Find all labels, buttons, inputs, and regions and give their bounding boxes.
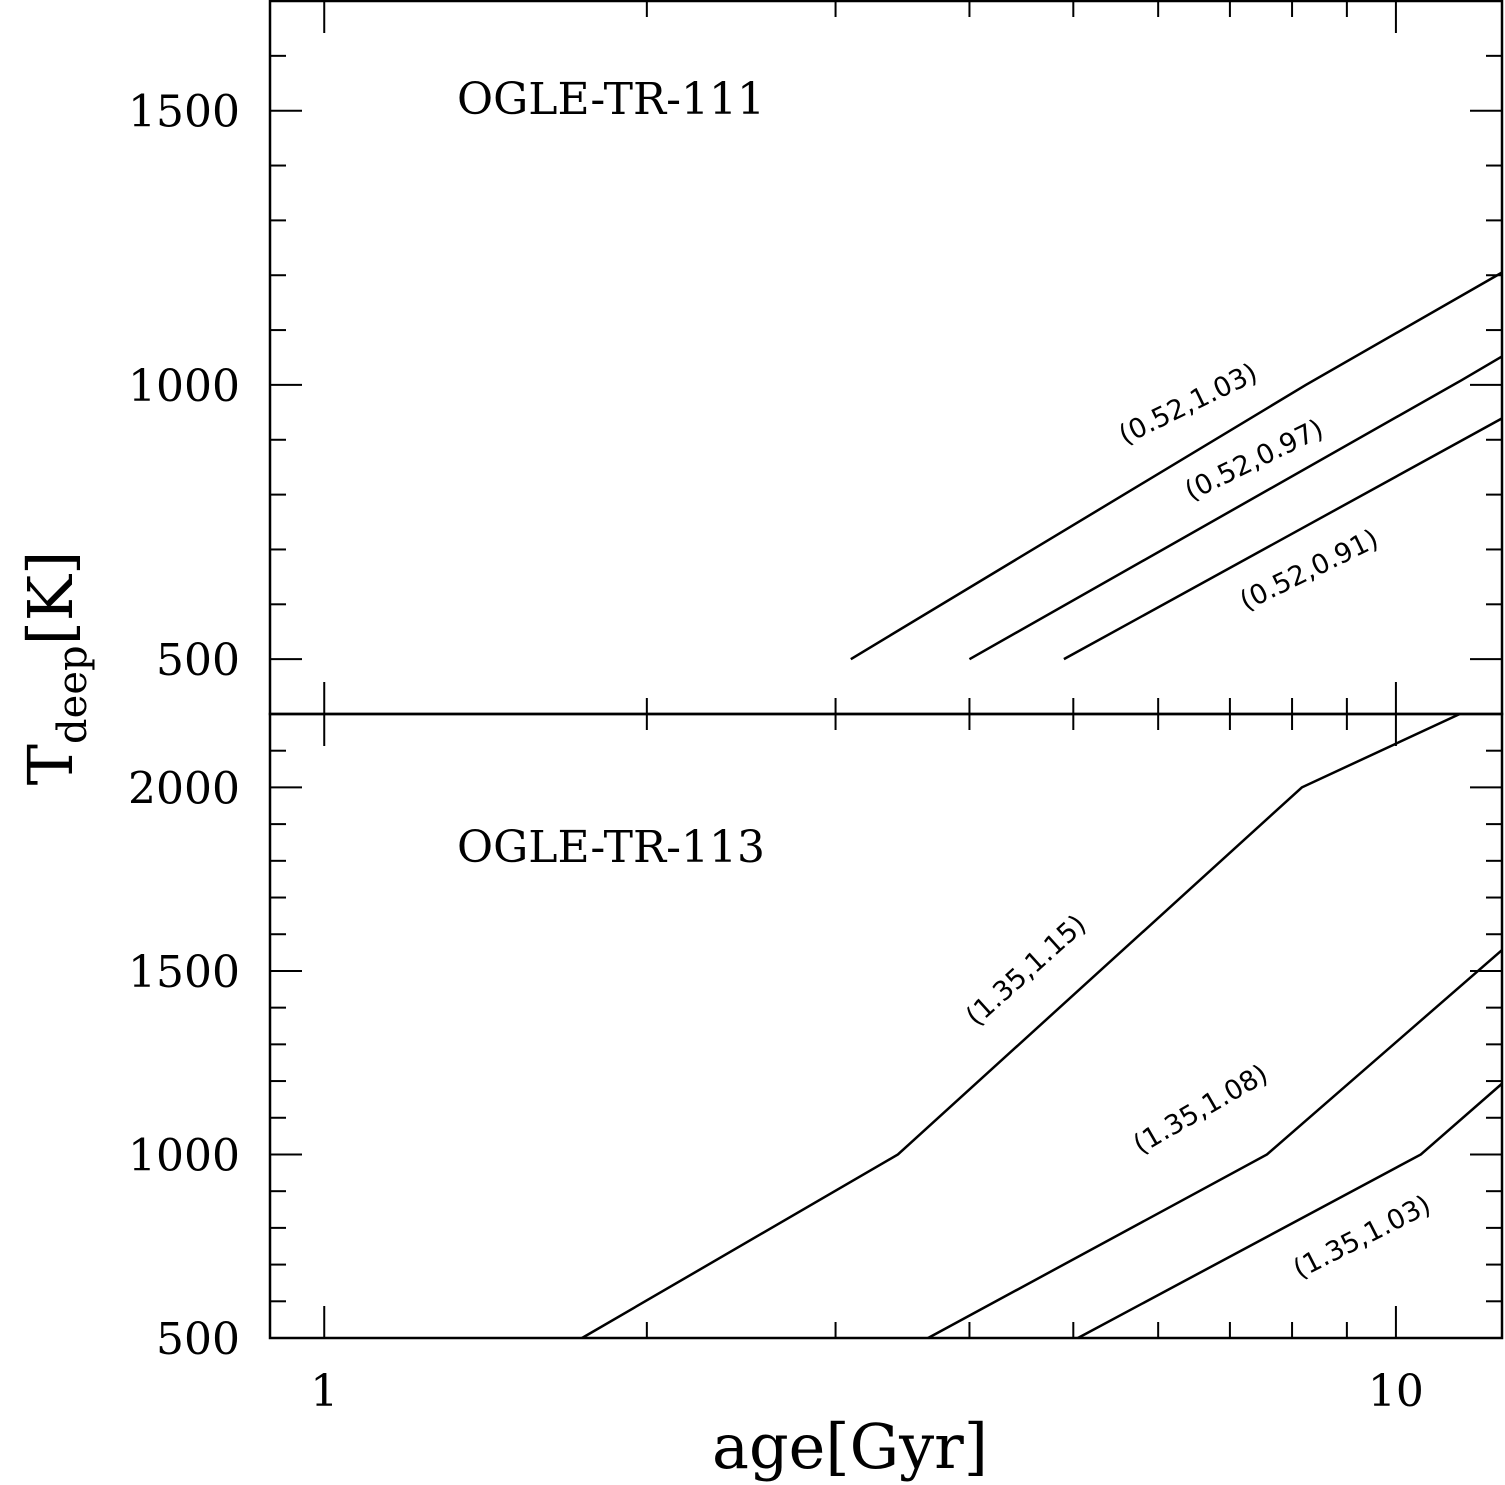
- y-axis-label: Tdeep[K]: [14, 551, 96, 786]
- panel-title: OGLE-TR-111: [457, 74, 765, 125]
- panel-frame: [268, 712, 1504, 1340]
- y-tick-label: 1500: [128, 87, 240, 138]
- y-label-sub: deep: [50, 645, 96, 744]
- y-tick-label: 2000: [128, 763, 240, 814]
- panel-frame: [268, 0, 1504, 716]
- y-label-main: T: [14, 744, 87, 785]
- y-tick-label: 500: [156, 635, 240, 686]
- x-tick-label: 1: [310, 1366, 338, 1417]
- curve-label: (0.52,1.03): [1114, 358, 1262, 452]
- curve-label: (1.35,1.15): [960, 909, 1092, 1032]
- curve-label: (1.35,1.08): [1128, 1059, 1273, 1161]
- y-tick-label: 1000: [128, 361, 240, 412]
- curve-label: (0.52,0.91): [1235, 524, 1383, 618]
- x-axis-label: age[Gyr]: [712, 1410, 988, 1483]
- series-line: [850, 271, 1503, 661]
- y-label-unit: [K]: [14, 551, 87, 646]
- series-line: [1077, 1082, 1503, 1340]
- series-line: [581, 712, 1461, 1340]
- y-tick-label: 500: [156, 1314, 240, 1365]
- x-tick-label: 10: [1368, 1366, 1424, 1417]
- series-line: [1063, 417, 1503, 661]
- y-tick-label: 1000: [128, 1130, 240, 1181]
- y-tick-label: 1500: [128, 947, 240, 998]
- panel-title: OGLE-TR-113: [457, 822, 765, 873]
- curve-label: (1.35,1.03): [1288, 1190, 1436, 1286]
- curve-label: (0.52,0.97): [1180, 414, 1328, 508]
- series-line: [968, 355, 1503, 661]
- series-line: [927, 949, 1503, 1340]
